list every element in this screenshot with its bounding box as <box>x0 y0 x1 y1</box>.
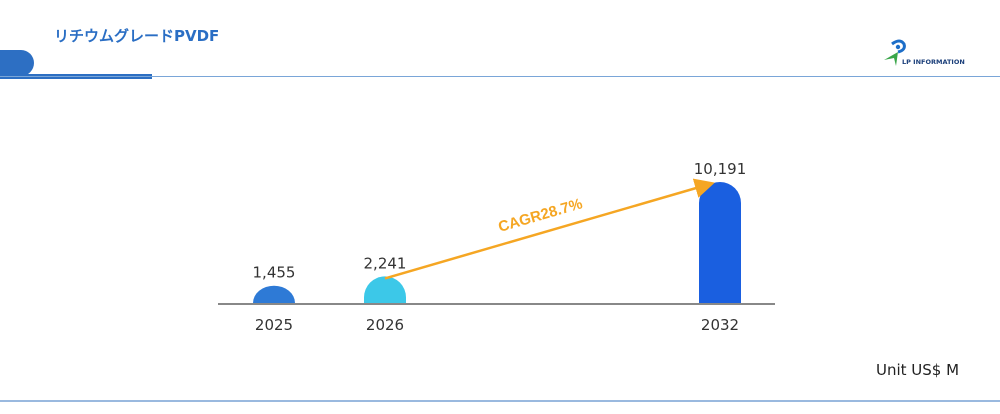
header-divider <box>0 76 1000 77</box>
bar-2032 <box>699 182 741 303</box>
value-label: 1,455 <box>253 264 296 282</box>
header-tab-decoration <box>0 50 34 76</box>
category-label: 2025 <box>255 316 293 334</box>
category-label: 2026 <box>366 316 404 334</box>
cagr-annotation: CAGR28.7% <box>496 195 584 236</box>
value-label: 10,191 <box>694 160 747 178</box>
page-title: リチウムグレードPVDF <box>54 27 220 45</box>
logo-text: LP INFORMATION <box>902 58 965 66</box>
lp-information-logo-icon <box>884 39 906 66</box>
unit-label: Unit US$ M <box>876 361 960 379</box>
footer-divider <box>0 400 1000 402</box>
cagr-arrow <box>384 178 715 280</box>
value-label: 2,241 <box>364 254 407 272</box>
bar-2025 <box>253 285 295 303</box>
bar-2026 <box>364 276 406 303</box>
category-label: 2032 <box>701 316 739 334</box>
